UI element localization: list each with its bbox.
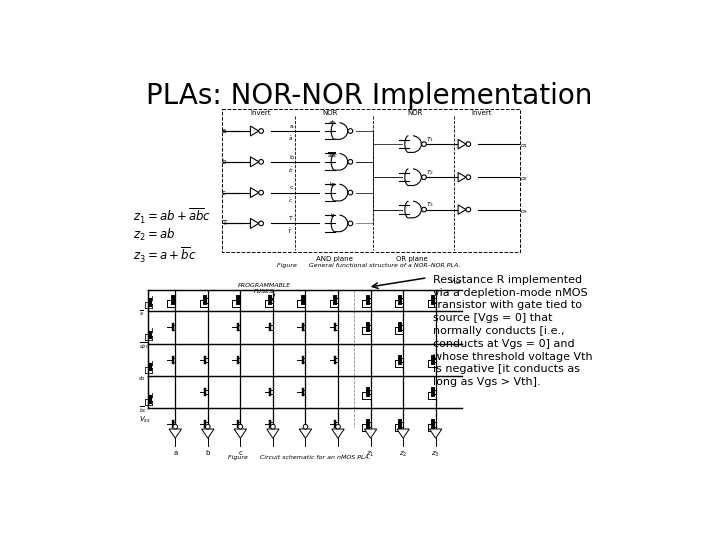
- Text: PLAs: NOR-NOR Implementation: PLAs: NOR-NOR Implementation: [146, 82, 592, 110]
- Text: $z_2 = ab$: $z_2 = ab$: [132, 226, 175, 242]
- Text: Resistance R implemented
via a depletion-mode nMOS
transistor with gate tied to
: Resistance R implemented via a depletion…: [433, 275, 593, 387]
- Text: $z_3 = a + \overline{b}c$: $z_3 = a + \overline{b}c$: [132, 246, 197, 265]
- Text: $z_1 = ab + \overline{ab}c$: $z_1 = ab + \overline{ab}c$: [132, 207, 211, 226]
